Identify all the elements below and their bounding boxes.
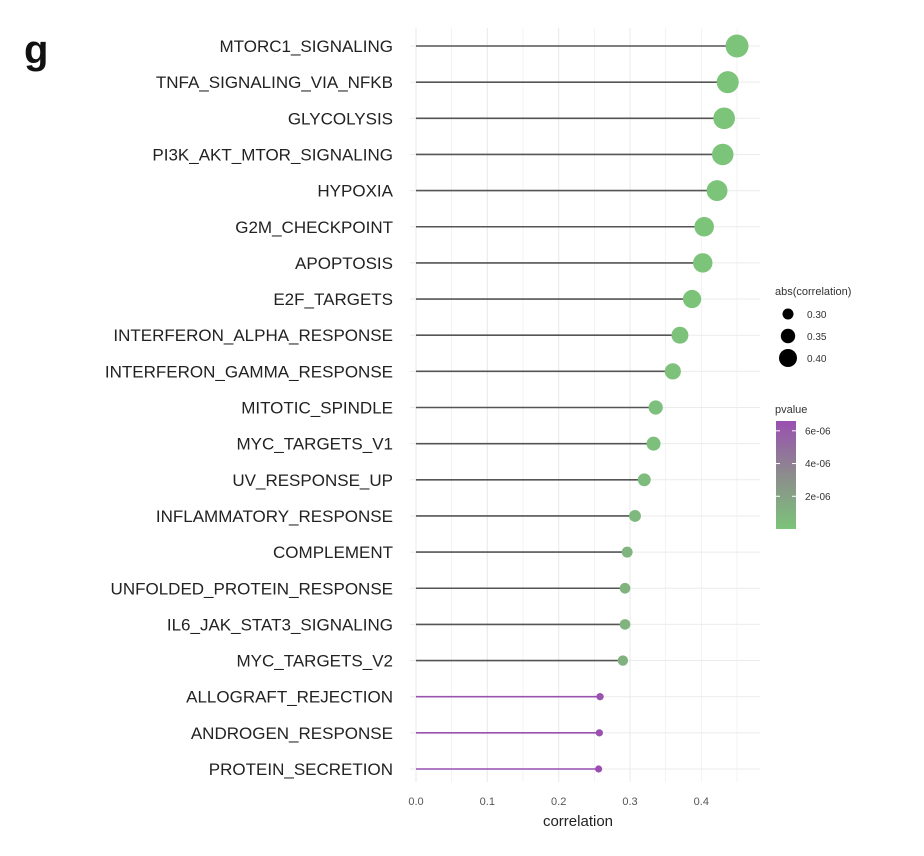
size-legend-label: 0.35 (807, 332, 827, 343)
lollipop-point (637, 473, 651, 487)
category-label: PROTEIN_SECRETION (209, 760, 393, 779)
size-legend-title: abs(correlation) (775, 286, 851, 298)
lollipop-point (621, 546, 633, 558)
x-tick-label: 0.3 (622, 796, 637, 808)
color-legend-label: 4e-06 (805, 459, 831, 470)
lollipop-point (617, 655, 629, 666)
lollipop-points (595, 34, 749, 773)
lollipop-point (706, 180, 728, 202)
lollipop-point (595, 765, 603, 773)
lollipop-point (596, 693, 604, 701)
size-legend-key (782, 308, 794, 320)
x-tick-label: 0.1 (480, 796, 495, 808)
category-label: MTORC1_SIGNALING (219, 37, 393, 56)
lollipop-point (595, 729, 603, 737)
size-legend: abs(correlation) 0.30 0.35 0.40 (775, 286, 851, 367)
lollipop-point (619, 582, 631, 594)
color-legend-label: 6e-06 (805, 426, 831, 437)
lollipop-point (693, 253, 713, 273)
color-legend-bar (776, 421, 796, 529)
lollipop-point (619, 619, 631, 630)
category-label: HYPOXIA (317, 182, 393, 201)
lollipop-point (664, 363, 681, 380)
lollipop-stems (416, 45, 737, 770)
category-label: PI3K_AKT_MTOR_SIGNALING (152, 145, 393, 164)
x-tick-label: 0.2 (551, 796, 566, 808)
x-axis-ticks: 0.0 0.1 0.2 0.3 0.4 (408, 796, 709, 808)
x-axis-title: correlation (543, 813, 613, 830)
lollipop-point (648, 400, 663, 415)
category-label: MITOTIC_SPINDLE (241, 399, 393, 418)
category-label: INTERFERON_ALPHA_RESPONSE (113, 326, 393, 345)
lollipop-point (671, 326, 689, 344)
size-legend-label: 0.40 (807, 354, 827, 365)
x-tick-label: 0.4 (694, 796, 709, 808)
category-label: UV_RESPONSE_UP (232, 471, 393, 490)
size-legend-key (780, 328, 796, 344)
lollipop-point (682, 289, 702, 309)
lollipop-point (711, 143, 734, 166)
lollipop-point (725, 34, 749, 58)
category-label: ANDROGEN_RESPONSE (191, 724, 393, 743)
lollipop-point (646, 436, 661, 451)
category-label: ALLOGRAFT_REJECTION (186, 688, 393, 707)
category-label: APOPTOSIS (295, 254, 393, 273)
category-label: TNFA_SIGNALING_VIA_NFKB (156, 73, 393, 92)
size-legend-label: 0.30 (807, 310, 827, 321)
category-label: INFLAMMATORY_RESPONSE (156, 507, 393, 526)
category-label: G2M_CHECKPOINT (235, 218, 393, 237)
color-legend: pvalue 2e-06 4e-06 6e-06 (775, 404, 831, 529)
size-legend-key (779, 349, 797, 367)
category-label: IL6_JAK_STAT3_SIGNALING (167, 615, 393, 634)
panel-label: g (24, 28, 49, 72)
category-label: MYC_TARGETS_V2 (236, 652, 393, 671)
category-label: INTERFERON_GAMMA_RESPONSE (105, 362, 393, 381)
grid-lines (410, 28, 760, 782)
lollipop-point (629, 510, 641, 522)
lollipop-point (716, 71, 739, 94)
category-label: COMPLEMENT (273, 543, 393, 562)
lollipop-point (694, 216, 714, 237)
category-label: UNFOLDED_PROTEIN_RESPONSE (111, 579, 393, 598)
color-legend-title: pvalue (775, 404, 807, 416)
lollipop-point (713, 107, 735, 130)
category-label: MYC_TARGETS_V1 (236, 435, 393, 454)
color-legend-label: 2e-06 (805, 492, 831, 503)
category-label: GLYCOLYSIS (288, 109, 393, 128)
x-tick-label: 0.0 (408, 796, 423, 808)
category-label: E2F_TARGETS (273, 290, 393, 309)
category-labels: MTORC1_SIGNALING TNFA_SIGNALING_VIA_NFKB G… (105, 37, 394, 779)
